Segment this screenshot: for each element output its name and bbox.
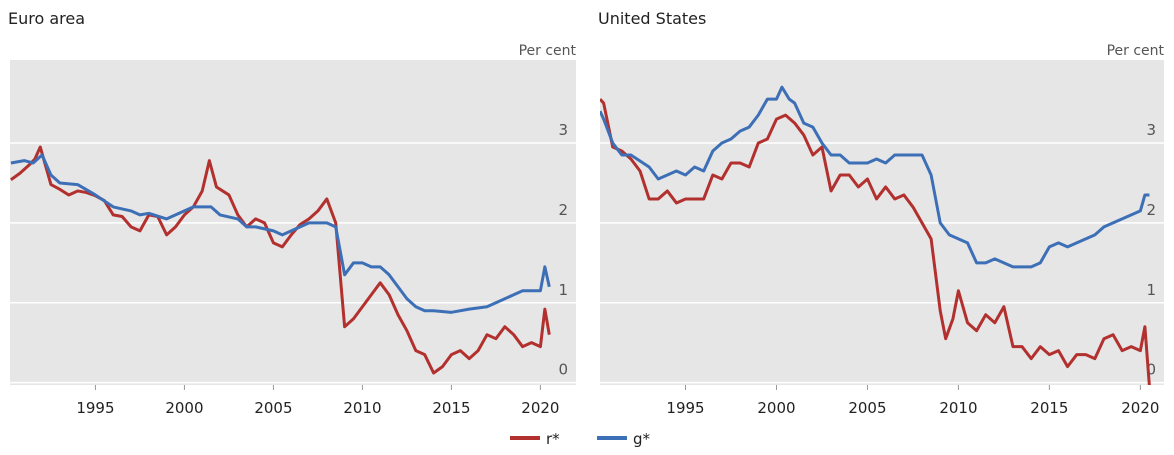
y-tick-label: 0 bbox=[1146, 361, 1156, 379]
x-tick-label: 2000 bbox=[165, 399, 203, 417]
plot-lines bbox=[10, 145, 551, 375]
y-tick-label: 1 bbox=[1146, 281, 1156, 299]
x-tick-label: 1995 bbox=[76, 399, 114, 417]
x-tick-label: 2020 bbox=[521, 399, 559, 417]
y-unit: Per cent bbox=[519, 43, 577, 59]
y-tick-label: 3 bbox=[1146, 121, 1156, 139]
x-tick-label: 2005 bbox=[848, 399, 886, 417]
x-tick-label: 2005 bbox=[254, 399, 292, 417]
legend-label: g* bbox=[633, 430, 651, 448]
legend-label: r* bbox=[546, 430, 560, 448]
x-tick-label: 2000 bbox=[757, 399, 795, 417]
series-line bbox=[10, 153, 551, 314]
y-tick-label: 1 bbox=[558, 281, 568, 299]
series-line bbox=[600, 85, 1150, 269]
y-tick-label: 2 bbox=[558, 201, 568, 219]
x-tick-label: 2010 bbox=[939, 399, 977, 417]
plot-lines bbox=[600, 85, 1151, 385]
y-tick-label: 0 bbox=[558, 361, 568, 379]
panel-title: United States bbox=[598, 9, 706, 28]
y-tick-label: 2 bbox=[1146, 201, 1156, 219]
y-tick-label: 3 bbox=[558, 121, 568, 139]
x-tick-label: 2020 bbox=[1121, 399, 1159, 417]
series-line bbox=[600, 98, 1151, 385]
x-tick-label: 2015 bbox=[1030, 399, 1068, 417]
y-unit: Per cent bbox=[1107, 43, 1165, 59]
panel-title: Euro area bbox=[8, 9, 85, 28]
x-tick-label: 2015 bbox=[432, 399, 470, 417]
x-tick-label: 1995 bbox=[666, 399, 704, 417]
x-tick-label: 2010 bbox=[343, 399, 381, 417]
